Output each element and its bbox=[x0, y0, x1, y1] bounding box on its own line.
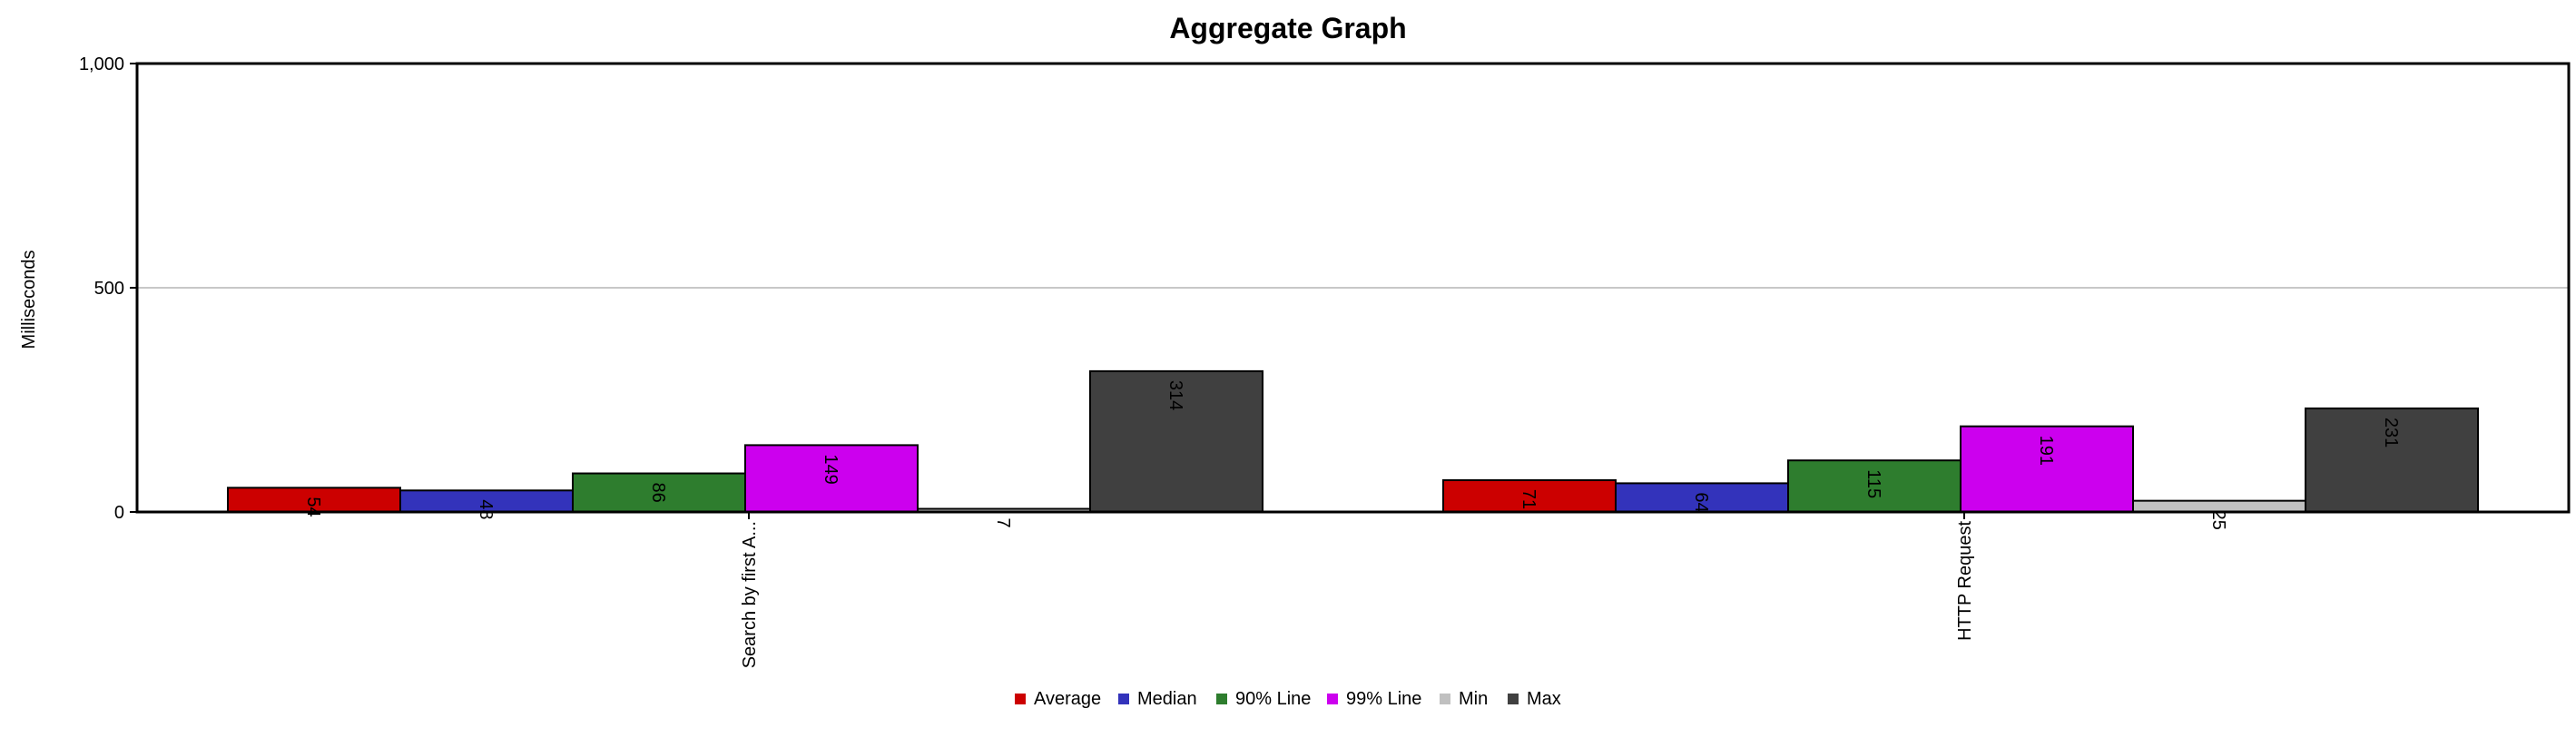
legend-swatch-1 bbox=[1118, 694, 1129, 704]
y-tick-label-1: 500 bbox=[94, 279, 124, 299]
legend-label-0: Average bbox=[1034, 689, 1101, 709]
data-label-0-1: 48 bbox=[476, 499, 496, 519]
legend-label-5: Max bbox=[1527, 689, 1561, 709]
data-label-1-1: 64 bbox=[1691, 492, 1711, 512]
legend-label-1: Median bbox=[1137, 689, 1197, 709]
data-label-0-2: 86 bbox=[648, 483, 668, 503]
legend-swatch-0 bbox=[1015, 694, 1026, 704]
bar-1-5 bbox=[2305, 407, 2479, 513]
legend-label-4: Min bbox=[1459, 689, 1488, 709]
bar-1-2 bbox=[1787, 459, 1961, 514]
legend: Average Median 90% Line 99% Line Min Max bbox=[1015, 689, 1561, 709]
bar-1-0 bbox=[1442, 478, 1617, 514]
data-label-0-0: 54 bbox=[303, 497, 323, 517]
data-label-1-2: 115 bbox=[1863, 469, 1883, 498]
data-label-0-4: 7 bbox=[993, 518, 1013, 528]
plot-area: 54 48 86 149 7 314 Search by first A... 71 64 115… bbox=[79, 54, 2571, 668]
legend-swatch-4 bbox=[1440, 694, 1450, 704]
data-label-1-3: 191 bbox=[2036, 436, 2056, 466]
bar-0-3 bbox=[744, 444, 919, 514]
bar-1-1 bbox=[1615, 482, 1789, 513]
legend-label-2: 90% Line bbox=[1235, 689, 1311, 709]
data-label-0-3: 149 bbox=[821, 454, 841, 484]
chart-title: Aggregate Graph bbox=[1169, 12, 1406, 44]
legend-swatch-2 bbox=[1216, 694, 1227, 704]
data-label-1-5: 231 bbox=[2381, 418, 2401, 448]
data-label-0-5: 314 bbox=[1165, 380, 1185, 410]
data-label-1-4: 25 bbox=[2208, 510, 2228, 530]
y-tick-label-0: 0 bbox=[114, 503, 124, 523]
bar-1-3 bbox=[1960, 425, 2134, 513]
y-tick-label-2: 1,000 bbox=[79, 54, 124, 74]
legend-label-3: 99% Line bbox=[1346, 689, 1421, 709]
x-tick-label-1: HTTP Request bbox=[1955, 521, 1975, 641]
y-axis-label: Milliseconds bbox=[19, 251, 39, 349]
legend-swatch-5 bbox=[1508, 694, 1519, 704]
data-label-1-0: 71 bbox=[1519, 489, 1539, 509]
x-tick-label-0: Search by first A... bbox=[740, 521, 760, 668]
legend-swatch-3 bbox=[1327, 694, 1338, 704]
